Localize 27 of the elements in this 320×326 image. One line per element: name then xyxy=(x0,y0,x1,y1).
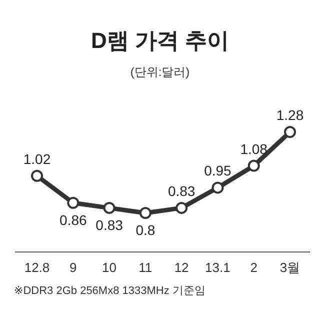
data-label: 0.86 xyxy=(60,212,87,228)
data-label: 0.83 xyxy=(168,182,196,199)
data-label: 1.08 xyxy=(240,140,268,157)
point xyxy=(67,196,80,209)
point xyxy=(284,126,296,138)
data-label: 0.83 xyxy=(96,216,124,233)
point xyxy=(248,160,260,172)
chart-subtitle: (단위:달러) xyxy=(130,65,190,79)
point xyxy=(103,202,116,214)
chart-title: D램 가격 추이 xyxy=(90,28,230,53)
data-label: 0.95 xyxy=(204,162,232,179)
x-tick-label: 12 xyxy=(174,260,189,275)
point xyxy=(176,202,188,214)
x-tick-label: 13.1 xyxy=(205,260,230,275)
data-label: 1.28 xyxy=(276,107,304,123)
x-tick-label: 10 xyxy=(102,260,117,275)
text: ※DDR3 2Gb 256Mx8 1333MHz 기준임 xyxy=(14,285,206,297)
x-tick-label: 9 xyxy=(70,260,77,275)
x-tick-label: 2 xyxy=(250,260,258,275)
x-tick-label: 12.8 xyxy=(24,260,50,275)
x-tick-label: 11 xyxy=(138,260,152,275)
point xyxy=(31,170,43,182)
data-label: 1.02 xyxy=(23,150,51,167)
data-label: 0.8 xyxy=(136,222,156,238)
point xyxy=(212,182,224,194)
x-tick-label: 3월 xyxy=(280,260,300,275)
point xyxy=(139,207,152,219)
